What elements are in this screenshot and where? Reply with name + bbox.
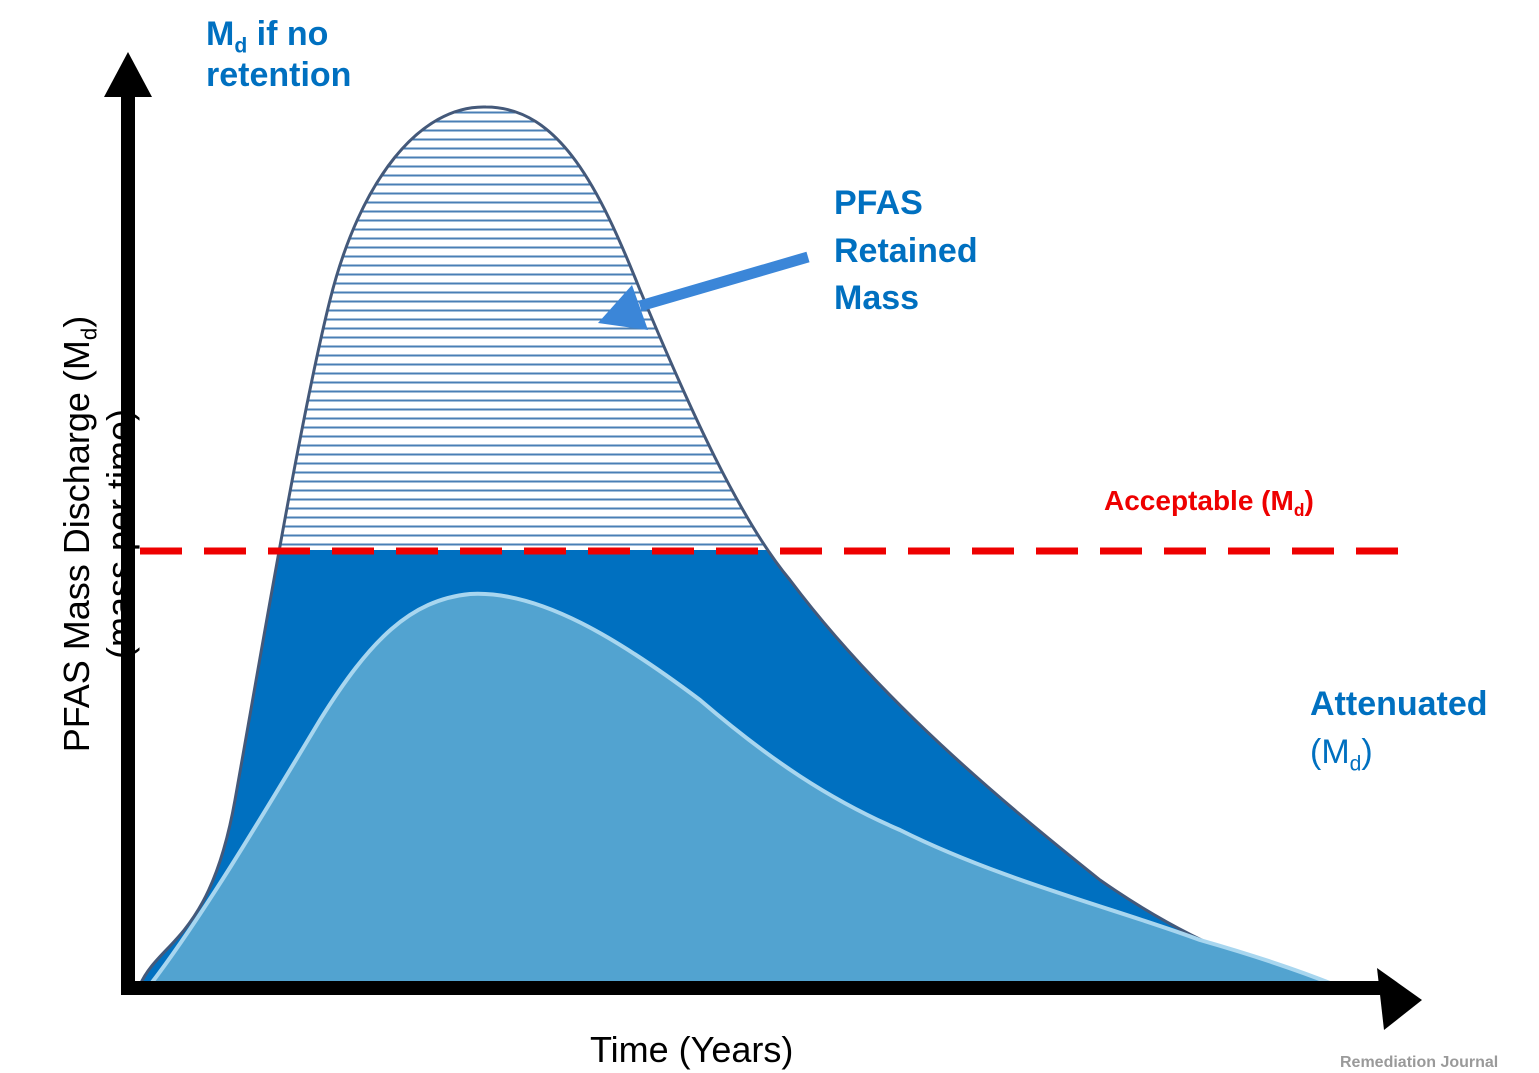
credit-label: Remediation Journal	[1340, 1054, 1499, 1071]
retained-mass-arrow-head	[598, 285, 648, 330]
y-axis-arrowhead	[104, 52, 152, 97]
no-retention-label: Md if no retention	[206, 15, 352, 94]
acceptable-label: Acceptable (Md)	[1104, 485, 1314, 521]
no-retention-curve	[138, 105, 1349, 987]
retained-mass-hatched-area	[279, 106, 768, 550]
retained-mass-label: PFAS Retained Mass	[834, 184, 978, 318]
attenuated-label: Attenuated (Md)	[1310, 685, 1488, 775]
x-axis-label: Time (Years)	[590, 1029, 794, 1070]
x-axis-arrowhead	[1377, 968, 1422, 1030]
y-axis-label: PFAS Mass Discharge (Md) (mass per time)	[55, 315, 140, 753]
attenuated-area	[145, 591, 1336, 987]
retained-mass-arrow-shaft	[638, 251, 810, 312]
